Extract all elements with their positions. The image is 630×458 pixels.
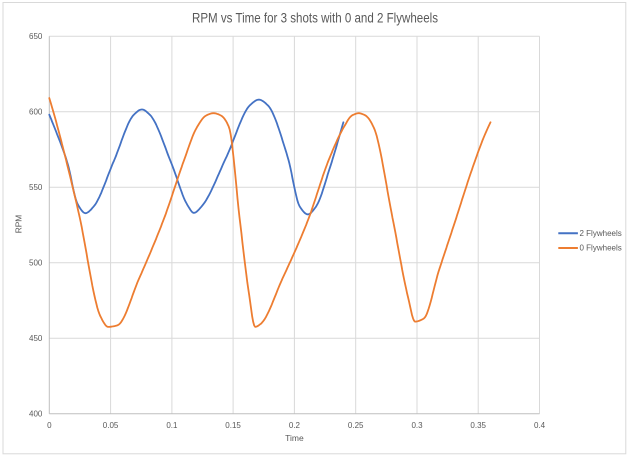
- svg-text:0.35: 0.35: [470, 421, 486, 430]
- svg-text:600: 600: [29, 107, 43, 116]
- svg-text:400: 400: [29, 409, 43, 418]
- svg-text:0.4: 0.4: [534, 421, 546, 430]
- svg-text:0.1: 0.1: [166, 421, 178, 430]
- svg-text:RPM: RPM: [13, 215, 23, 234]
- svg-text:RPM vs Time for 3 shots with 0: RPM vs Time for 3 shots with 0 and 2 Fly…: [192, 9, 438, 25]
- svg-text:450: 450: [29, 334, 43, 343]
- svg-text:0.3: 0.3: [411, 421, 423, 430]
- svg-text:0.25: 0.25: [348, 421, 364, 430]
- svg-text:500: 500: [29, 258, 43, 267]
- svg-text:0: 0: [47, 421, 52, 430]
- svg-text:0.2: 0.2: [289, 421, 301, 430]
- svg-text:650: 650: [29, 32, 43, 41]
- svg-text:0 Flywheels: 0 Flywheels: [580, 244, 622, 253]
- svg-text:0.05: 0.05: [103, 421, 119, 430]
- svg-text:0.15: 0.15: [225, 421, 241, 430]
- svg-text:2 Flywheels: 2 Flywheels: [580, 229, 622, 238]
- svg-text:550: 550: [29, 183, 43, 192]
- svg-text:Time: Time: [285, 433, 304, 443]
